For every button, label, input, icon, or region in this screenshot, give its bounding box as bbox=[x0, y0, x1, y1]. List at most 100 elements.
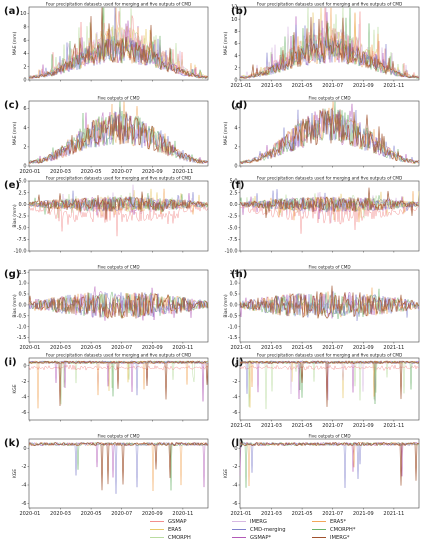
y-tick-label: -0.5 bbox=[17, 313, 27, 319]
x-tick-label: 2021-01 bbox=[230, 345, 251, 351]
y-tick-label: 0 bbox=[23, 78, 26, 84]
y-tick-label: 0 bbox=[23, 164, 26, 170]
y-tick-label: -2 bbox=[233, 379, 238, 385]
y-tick-label: -7.5 bbox=[228, 237, 238, 243]
x-tick-label: 2020-03 bbox=[50, 511, 71, 517]
panel-label: (c) bbox=[4, 100, 19, 111]
panel-label: (j) bbox=[231, 357, 244, 368]
panel-c: Five outputs of CMD (c) MAE (mm) 0 2 4 6 2020-0… bbox=[4, 96, 209, 175]
panel-frame bbox=[28, 438, 209, 509]
legend-label: CMORPH bbox=[168, 535, 191, 541]
x-tick-label: 2020-05 bbox=[81, 511, 102, 517]
panel-title: Five outputs of CMD bbox=[308, 265, 350, 270]
y-tick-label: 2 bbox=[23, 144, 26, 150]
y-tick-label: 0 bbox=[234, 363, 237, 369]
y-tick-label: 6 bbox=[23, 106, 26, 112]
panel-b: Four precipitation datasets used for mer… bbox=[223, 2, 420, 89]
panel-label: (e) bbox=[4, 180, 20, 191]
panel-h: Five outputs of CMD (h) Bias (mm) -1.5 -1.0 -… bbox=[223, 265, 420, 351]
y-tick-label: 4 bbox=[234, 125, 237, 131]
y-tick-label: 2.5 bbox=[230, 190, 238, 196]
x-tick-label: 2021-05 bbox=[292, 345, 313, 351]
legend-label: GSMAP* bbox=[250, 535, 271, 541]
y-tick-label: 1.0 bbox=[230, 281, 238, 287]
y-tick-label: 5.0 bbox=[230, 179, 238, 185]
y-tick-label: -4 bbox=[22, 483, 27, 489]
y-axis-label: Bias (mm) bbox=[223, 294, 229, 317]
series-line-imerg-star bbox=[28, 7, 209, 79]
y-axis-label: KGE bbox=[12, 384, 18, 393]
y-axis-label: Bias (mm) bbox=[12, 204, 18, 227]
panel-e: Four precipitation datasets used for mer… bbox=[4, 176, 209, 255]
series-line-gsmap bbox=[239, 204, 420, 234]
y-tick-label: 4 bbox=[23, 51, 26, 57]
series-line-cmd-merging bbox=[239, 108, 420, 164]
series-line-cmorph-star bbox=[28, 291, 209, 319]
y-tick-label: -2 bbox=[22, 464, 27, 470]
y-tick-label: 4 bbox=[234, 53, 237, 59]
series-line-cmd-merging bbox=[239, 291, 420, 322]
y-tick-label: 2 bbox=[234, 65, 237, 71]
x-tick-label: 2021-05 bbox=[292, 83, 313, 89]
x-tick-label: 2021-03 bbox=[261, 511, 282, 517]
x-tick-label: 2021-11 bbox=[383, 423, 404, 429]
panel-frame bbox=[28, 180, 209, 252]
y-tick-label: -2 bbox=[22, 379, 27, 385]
series-line-cmd-merging bbox=[28, 360, 209, 396]
y-axis-label: MAE (mm) bbox=[12, 32, 18, 56]
series-line-gsmap bbox=[28, 11, 209, 79]
series-line-imerg-star bbox=[28, 111, 209, 164]
legend-label: ERA5* bbox=[330, 519, 347, 525]
panel-label: (i) bbox=[4, 357, 17, 368]
x-tick-label: 2020-05 bbox=[81, 345, 102, 351]
panel-k: Five outputs of CMD (k) KGE -6 -4 -2 0 2020-01 2… bbox=[4, 434, 209, 517]
x-tick-label: 2020-11 bbox=[172, 169, 193, 175]
y-tick-label: 8 bbox=[23, 25, 26, 31]
x-tick-label: 2021-07 bbox=[322, 345, 343, 351]
x-tick-label: 2021-07 bbox=[322, 511, 343, 517]
x-tick-label: 2021-09 bbox=[353, 345, 374, 351]
y-tick-label: 0 bbox=[23, 446, 26, 452]
x-tick-label: 2020-07 bbox=[111, 511, 132, 517]
panel-j: Four precipitation datasets used for mer… bbox=[230, 353, 420, 429]
y-tick-label: 0 bbox=[23, 363, 26, 369]
panel-title: Five outputs of CMD bbox=[97, 265, 139, 270]
panel-label: (k) bbox=[4, 438, 20, 449]
y-tick-label: 1.0 bbox=[19, 281, 27, 287]
y-axis-label: KGE bbox=[12, 469, 18, 478]
y-tick-label: 10 bbox=[20, 11, 26, 17]
y-tick-label: -0.5 bbox=[228, 313, 238, 319]
panel-title: Five outputs of CMD bbox=[97, 434, 139, 439]
y-tick-label: 1.5 bbox=[230, 270, 238, 276]
x-tick-label: 2021-03 bbox=[261, 83, 282, 89]
panel-label: (g) bbox=[4, 269, 20, 280]
x-tick-label: 2021-01 bbox=[230, 423, 251, 429]
y-tick-label: -4 bbox=[233, 394, 238, 400]
y-tick-label: 12 bbox=[231, 5, 237, 11]
y-tick-label: -4 bbox=[233, 483, 238, 489]
series-line-cmd-merging bbox=[239, 442, 420, 489]
panel-label: (h) bbox=[231, 269, 247, 280]
panel-label: (a) bbox=[4, 6, 20, 17]
x-tick-label: 2020-07 bbox=[111, 345, 132, 351]
legend-label: IMERG* bbox=[330, 535, 350, 541]
x-tick-label: 2020-11 bbox=[172, 345, 193, 351]
panel-title: Four precipitation datasets used for mer… bbox=[257, 353, 403, 358]
y-tick-label: 0 bbox=[234, 78, 237, 84]
y-axis-label: Bias (mm) bbox=[12, 294, 18, 317]
x-tick-label: 2021-11 bbox=[383, 511, 404, 517]
y-axis-label: MAE (mm) bbox=[223, 122, 229, 146]
y-tick-label: 6 bbox=[234, 106, 237, 112]
y-tick-label: 10 bbox=[231, 17, 237, 23]
y-tick-label: 2 bbox=[23, 64, 26, 70]
legend-label: GSMAP bbox=[168, 519, 186, 525]
panel-title: Four precipitation datasets used for mer… bbox=[46, 353, 192, 358]
y-tick-label: 0.5 bbox=[230, 292, 238, 298]
y-tick-label: 5.0 bbox=[19, 179, 27, 185]
series-line-gsmap-star bbox=[239, 292, 420, 319]
y-tick-label: -10.0 bbox=[14, 249, 27, 255]
panel-d: Five outputs of CMD (d) MAE (mm) 0 2 4 6 bbox=[223, 96, 420, 170]
panel-title: Four precipitation datasets used for mer… bbox=[257, 2, 403, 7]
y-tick-label: 6 bbox=[234, 41, 237, 47]
y-axis-label: KGE bbox=[223, 469, 229, 478]
